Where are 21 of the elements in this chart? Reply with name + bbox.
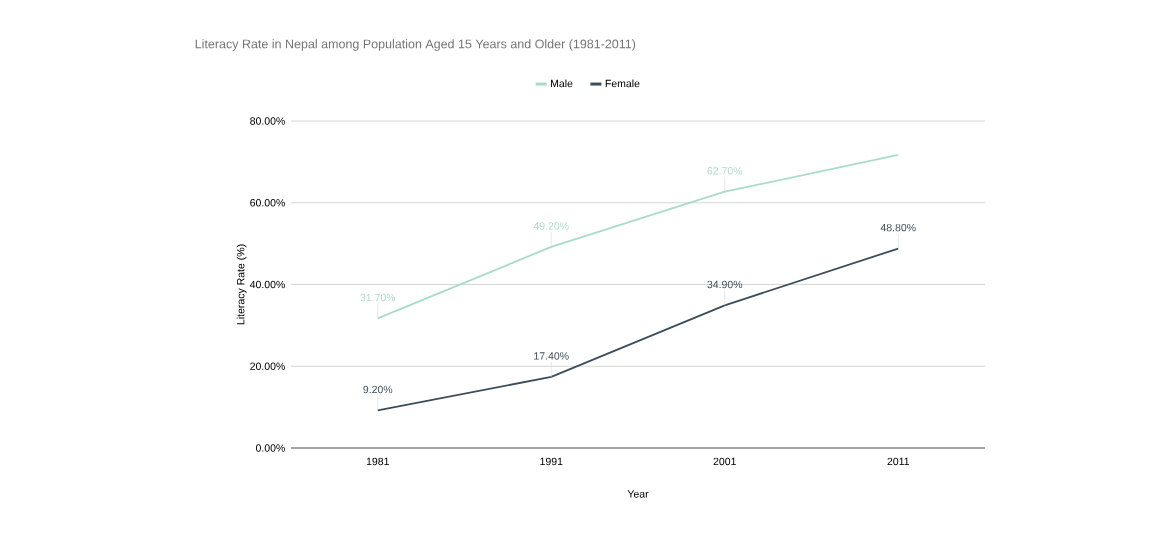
y-tick-label: 0.00% <box>255 444 285 452</box>
y-tick-label: 80.00% <box>250 117 285 125</box>
data-label: 9.20% <box>363 385 393 394</box>
legend-label: Male <box>551 79 573 88</box>
data-label: 17.40% <box>534 352 569 360</box>
x-tick-label: 1981 <box>366 457 389 466</box>
x-tick-label: 2001 <box>713 457 736 466</box>
x-axis-title: Year <box>627 490 649 498</box>
data-label: 34.90% <box>707 280 743 289</box>
y-axis-title: Literacy Rate (%) <box>236 244 247 325</box>
x-tick-label: 1991 <box>540 457 563 466</box>
data-label: 49.20% <box>533 222 569 230</box>
legend-label: Female <box>605 79 640 88</box>
x-tick-label: 2011 <box>887 457 910 466</box>
data-label: 48.80% <box>880 223 916 232</box>
y-tick-label: 60.00% <box>250 199 285 207</box>
y-tick-label: 20.00% <box>250 362 285 370</box>
data-label: 62.70% <box>707 167 743 175</box>
chart-title: Literacy Rate in Nepal among Population Aged 15 Years and Older (1981-2011) <box>195 39 636 51</box>
y-tick-label: 40.00% <box>249 280 285 289</box>
data-label: 31.70% <box>360 293 396 302</box>
